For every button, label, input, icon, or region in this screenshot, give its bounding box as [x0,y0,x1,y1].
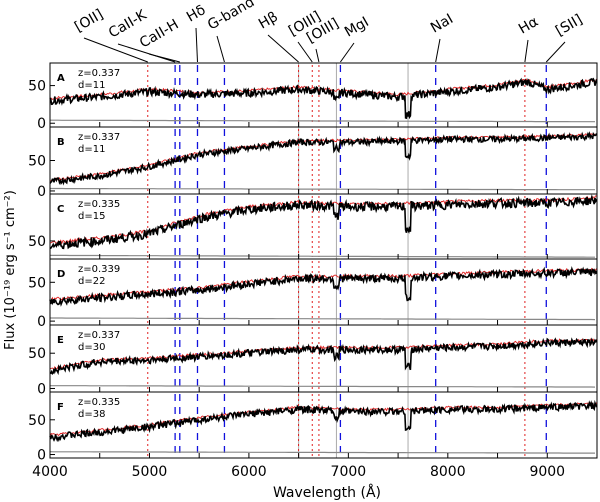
panel-id: A [57,73,65,84]
line-label: [OII] [72,7,106,36]
model-curve [49,195,597,245]
observed-spectrum [49,399,598,443]
line-label: G-band [205,0,257,33]
observed-spectrum [49,131,598,186]
noise-curve [50,254,595,258]
model-curve [50,338,597,371]
y-axis-label: Flux (10⁻¹⁹ erg s⁻¹ cm⁻²) [3,190,18,350]
label-leader [148,53,180,63]
noise-curve [50,385,596,388]
panel-id: B [57,137,65,148]
observed-spectrum [49,337,598,376]
noise-curve [50,187,595,191]
label-leader [195,27,198,63]
panel-redshift: z=0.337 [78,68,120,79]
line-label: MgI [342,14,372,40]
line-label: Hβ [256,9,281,33]
observed-spectrum [49,265,598,307]
panel-redshift: z=0.337 [78,330,120,341]
y-tick-label: 0 [37,184,46,200]
panel-distance: d=15 [78,211,105,222]
panel-id: D [57,269,65,280]
panel-id: E [57,335,64,346]
x-tick-label: 5000 [132,464,168,480]
y-tick-label: 0 [37,314,46,330]
x-tick-label: 6000 [231,464,267,480]
y-tick-label: 50 [28,154,46,170]
panel-frame [49,324,598,393]
line-label: [SII] [553,12,585,40]
x-axis-ticks: 4000 5000 6000 7000 8000 9000 [32,464,565,480]
panel-redshift: z=0.335 [78,397,120,408]
panel-redshift: z=0.335 [78,199,120,210]
y-tick-label: 50 [28,346,46,362]
label-leader [340,42,355,63]
panel-distance: d=30 [78,342,105,353]
panel-id: C [57,204,64,215]
label-leader [315,48,320,63]
model-curve [49,401,597,437]
y-tick-label: 50 [28,413,46,429]
panel-distance: d=38 [78,409,105,420]
x-axis-label: Wavelength (Å) [273,484,381,501]
y-tick-label: 0 [37,448,46,464]
noise-curve [49,451,595,454]
observed-spectrum [49,77,598,120]
label-leader [545,41,566,63]
panel-redshift: z=0.339 [78,264,120,275]
panel-distance: d=22 [78,276,105,287]
panel-distance: d=11 [78,144,105,155]
panel-frame [49,391,598,459]
observed-spectrum [49,194,598,250]
label-leader [83,37,148,63]
noise-curve [50,317,596,321]
label-leader [297,41,313,63]
label-leader [435,38,441,63]
label-leader [267,34,299,63]
y-tick-label: 50 [28,79,46,95]
noise-curve [50,119,595,123]
y-tick-label: 0 [37,116,46,132]
panel-redshift: z=0.337 [78,132,120,143]
label-leader [117,43,176,63]
line-label: NaI [428,11,456,36]
line-label: Hδ [184,2,209,25]
label-leader [524,39,529,63]
y-tick-label: 0 [37,381,46,397]
line-label: Hα [516,14,541,38]
x-tick-label: 7000 [331,464,367,480]
panel-distance: d=11 [78,80,105,91]
label-leader [216,35,225,63]
x-tick-label: 8000 [430,464,466,480]
panel-id: F [57,402,64,413]
x-tick-label: 9000 [529,464,565,480]
y-tick-label: 50 [28,275,46,291]
x-tick-label: 4000 [32,464,68,480]
y-tick-label: 50 [28,234,46,250]
